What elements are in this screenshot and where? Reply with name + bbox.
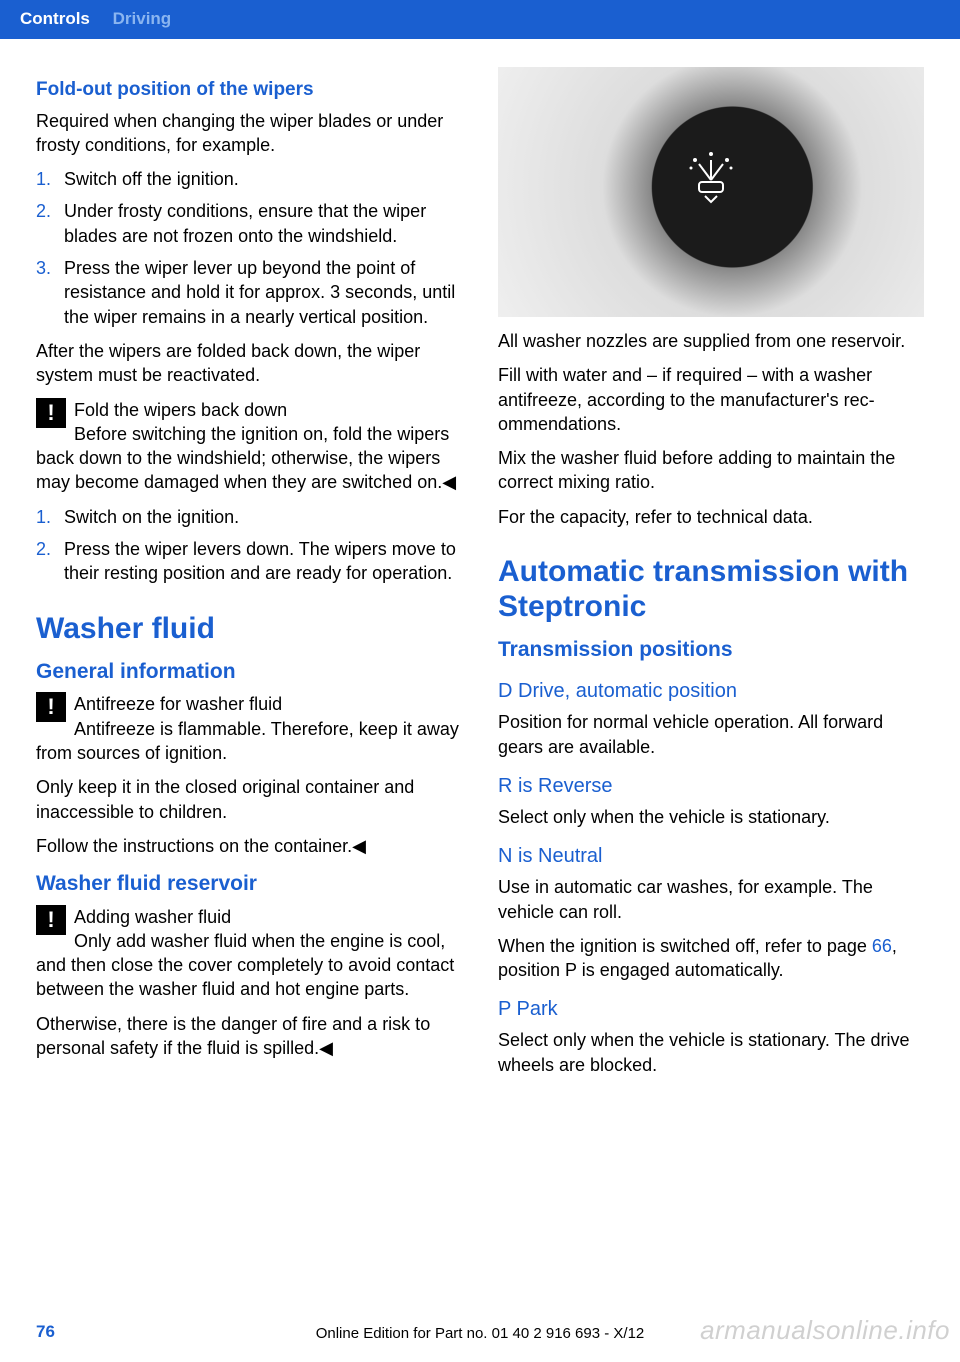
warning-title: Adding washer fluid <box>36 905 462 929</box>
heading-washer-fluid: Washer fluid <box>36 612 462 647</box>
warning-fold-back: ! Fold the wipers back down Before switc… <box>36 398 462 495</box>
list-text: Switch off the ignition. <box>64 169 239 189</box>
list-num: 3. <box>36 256 51 280</box>
washer-reservoir-image <box>498 67 924 317</box>
list-item: 1. Switch on the ignition. <box>36 505 462 529</box>
warning-body: Before switching the ignition on, fold t… <box>36 424 456 493</box>
page-number: 76 <box>36 1322 55 1341</box>
warning-body: Only add washer fluid when the engine is… <box>36 931 454 1000</box>
heading-d-drive: D Drive, automatic position <box>498 678 924 705</box>
heading-reservoir: Washer fluid reservoir <box>36 870 462 898</box>
warning-adding-fluid: ! Adding washer fluid Only add washer fl… <box>36 905 462 1002</box>
heading-r-reverse: R is Reverse <box>498 773 924 800</box>
list-num: 2. <box>36 537 51 561</box>
paragraph: Use in automatic car washes, for example… <box>498 875 924 924</box>
text: When the ignition is switched off, refer… <box>498 936 872 956</box>
paragraph: Fill with water and – if required – with… <box>498 363 924 436</box>
list-item: 2. Under frosty conditions, ensure that t… <box>36 199 462 248</box>
header-subsection: Driving <box>113 9 172 28</box>
warning-title: Fold the wipers back down <box>36 398 462 422</box>
heading-p-park: P Park <box>498 996 924 1023</box>
paragraph: Otherwise, there is the danger of fire a… <box>36 1012 462 1061</box>
paragraph: Select only when the vehicle is stationa… <box>498 1028 924 1077</box>
list-num: 1. <box>36 505 51 529</box>
list-num: 2. <box>36 199 51 223</box>
heading-transmission-positions: Transmission positions <box>498 636 924 664</box>
ordered-list-2: 1. Switch on the ignition. 2. Press the wi… <box>36 505 462 586</box>
paragraph: Required when changing the wiper blades … <box>36 109 462 158</box>
warning-title: Antifreeze for washer fluid <box>36 692 462 716</box>
list-item: 1. Switch off the ignition. <box>36 167 462 191</box>
list-text: Press the wiper levers down. The wipers … <box>64 539 456 583</box>
paragraph: Position for normal vehicle operation. A… <box>498 710 924 759</box>
heading-general-info: General information <box>36 658 462 686</box>
list-text: Switch on the ignition. <box>64 507 239 527</box>
list-item: 2. Press the wiper levers down. The wiper… <box>36 537 462 586</box>
paragraph: Mix the washer fluid before adding to ma… <box>498 446 924 495</box>
heading-n-neutral: N is Neutral <box>498 843 924 870</box>
list-num: 1. <box>36 167 51 191</box>
paragraph: For the capacity, refer to technical dat… <box>498 505 924 529</box>
list-text: Under frosty conditions, ensure that the… <box>64 201 426 245</box>
warning-icon: ! <box>36 398 66 428</box>
heading-automatic-transmission: Automatic transmission with Steptronic <box>498 555 924 624</box>
paragraph: Follow the instructions on the container… <box>36 834 462 858</box>
heading-fold-out: Fold-out position of the wipers <box>36 77 462 103</box>
page-header: Controls Driving <box>0 0 960 39</box>
paragraph: Only keep it in the closed original cont… <box>36 775 462 824</box>
paragraph: When the ignition is switched off, refer… <box>498 934 924 983</box>
page-content: Fold-out position of the wipers Required… <box>0 39 960 1099</box>
warning-body: Antifreeze is flammable. Therefore, keep… <box>36 719 459 763</box>
page-ref-66[interactable]: 66 <box>872 936 892 956</box>
list-text: Press the wiper lever up beyond the poin… <box>64 258 455 327</box>
edition-info: Online Edition for Part no. 01 40 2 916 … <box>316 1324 645 1344</box>
warning-antifreeze: ! Antifreeze for washer fluid Antifreeze… <box>36 692 462 765</box>
header-section: Controls <box>20 9 90 28</box>
warning-icon: ! <box>36 692 66 722</box>
paragraph: All washer nozzles are supplied from one… <box>498 329 924 353</box>
washer-cap-icon <box>681 146 741 212</box>
paragraph: Select only when the vehicle is stationa… <box>498 805 924 829</box>
watermark: armanualsonline.info <box>700 1313 950 1348</box>
ordered-list-1: 1. Switch off the ignition. 2. Under frost… <box>36 167 462 329</box>
paragraph: After the wipers are folded back down, t… <box>36 339 462 388</box>
list-item: 3. Press the wiper lever up beyond the po… <box>36 256 462 329</box>
warning-icon: ! <box>36 905 66 935</box>
